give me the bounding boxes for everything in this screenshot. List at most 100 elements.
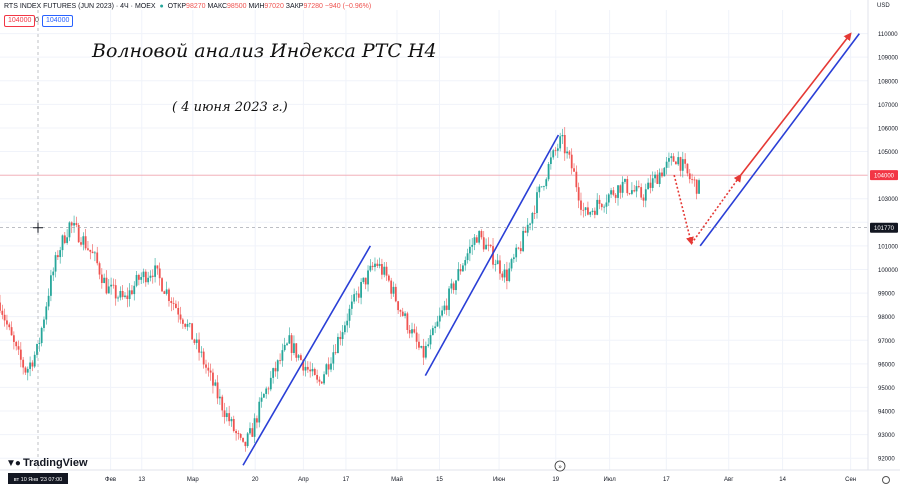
candle-body [668, 158, 670, 162]
candle-body [593, 210, 596, 215]
candle-body [633, 190, 636, 192]
forecast-dashed-arrow [673, 174, 694, 246]
candle-body [434, 326, 437, 329]
candle-body [52, 271, 55, 276]
candle-body [175, 303, 177, 308]
candle-body [686, 163, 689, 174]
y-tick-label: 108000 [878, 79, 899, 85]
y-tick-label: 106000 [878, 126, 899, 132]
candle-body [188, 323, 191, 325]
candle-body [256, 418, 258, 423]
crosshair-date-label: вт 10 Янв '23 07:00 [14, 477, 62, 483]
candle-body [242, 437, 244, 442]
candle-body [547, 163, 550, 180]
candle-body [556, 148, 559, 151]
currency-label[interactable]: USD [877, 3, 890, 9]
candle-body [239, 434, 242, 438]
candle-body [221, 396, 224, 411]
symbol-header: RTS INDEX FUTURES (JUN 2023) · 4Ч · MOEX… [4, 3, 371, 10]
low-label: МИН [248, 3, 265, 10]
candle-body [177, 307, 180, 315]
close-label: ЗАКР [285, 3, 304, 10]
candle-body [283, 344, 286, 351]
candle-body [161, 278, 163, 292]
candle-body [371, 265, 374, 268]
candles [0, 127, 700, 452]
candle-body [54, 255, 57, 272]
candle-body [232, 419, 235, 431]
candle-body [549, 157, 552, 164]
candle-body [524, 230, 527, 233]
candle-body [399, 310, 402, 312]
x-tick-label: 17 [343, 477, 350, 483]
buy-price-pill[interactable]: 104000 [42, 15, 74, 27]
candle-body [24, 367, 27, 373]
tradingview-logo[interactable]: ▼● TradingView [6, 457, 88, 469]
candle-body [154, 265, 156, 277]
candle-body [674, 161, 677, 165]
candle-body [77, 225, 80, 243]
candle-body [198, 339, 200, 353]
candle-body [459, 269, 462, 272]
x-tick-label: Май [391, 476, 403, 483]
candle-body [378, 264, 381, 266]
candle-body [135, 274, 138, 286]
candle-body [452, 283, 455, 291]
candle-body [494, 264, 497, 265]
candle-body [475, 237, 478, 243]
y-tick-label: 93000 [878, 433, 895, 439]
candle-body [276, 360, 279, 372]
candle-body [8, 324, 11, 328]
sell-price-pill[interactable]: 104000 [4, 15, 36, 27]
candle-body [468, 246, 471, 254]
candle-body [346, 320, 349, 326]
candle-body [216, 382, 219, 399]
candle-body [575, 171, 578, 188]
candle-body [29, 362, 31, 369]
candle-body [302, 359, 305, 371]
candle-body [431, 328, 434, 336]
candle-body [260, 397, 263, 402]
candle-body [418, 341, 420, 348]
y-tick-label: 107000 [878, 103, 899, 109]
candle-body [279, 360, 281, 362]
candle-body [383, 266, 386, 275]
candle-body [635, 186, 638, 192]
candle-body [17, 346, 20, 350]
current-price-label: 104000 [874, 174, 895, 180]
candle-body [374, 263, 376, 268]
y-tick-label: 109000 [878, 56, 899, 62]
candle-body [533, 212, 536, 214]
crosshair-price-tag [870, 222, 898, 233]
candle-body [218, 396, 221, 399]
candle-body [681, 159, 684, 171]
candle-body [582, 209, 585, 211]
candle-body [506, 269, 508, 282]
candle-body [422, 346, 425, 358]
x-tick-label: 13 [138, 477, 145, 483]
candle-body [408, 329, 411, 334]
candle-body [656, 174, 659, 184]
candle-body [591, 210, 594, 212]
candle-body [559, 136, 562, 149]
candle-body [570, 154, 573, 169]
candle-body [381, 264, 383, 275]
candle-body [265, 388, 268, 394]
candle-body [624, 178, 626, 182]
candle-body [503, 269, 506, 278]
candle-body [1, 310, 4, 315]
x-tick-label: 15 [436, 477, 443, 483]
candle-body [605, 202, 608, 207]
candle-body [325, 364, 328, 375]
symbol-title[interactable]: RTS INDEX FUTURES (JUN 2023) · 4Ч · MOEX [4, 3, 156, 10]
candle-body [517, 247, 520, 249]
candle-body [462, 265, 464, 272]
candle-body [144, 271, 147, 283]
candle-body [367, 270, 369, 285]
wave-overlays [242, 32, 860, 466]
candle-body [124, 295, 126, 297]
candle-body [267, 388, 270, 390]
y-tick-label: 95000 [878, 386, 895, 392]
